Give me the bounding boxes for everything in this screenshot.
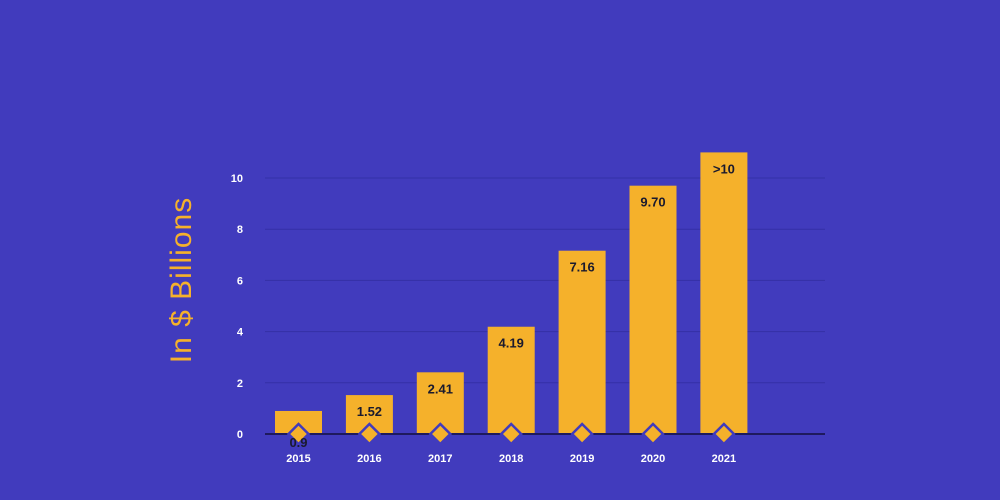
diamond-marker-2015 [286, 422, 311, 446]
diamond-marker-2019 [570, 422, 594, 446]
diamond-marker-2017 [428, 422, 453, 446]
data-label-2020: 9.70 [640, 195, 665, 210]
y-tick-label-0: 0 [237, 429, 243, 441]
data-label-2018: 4.19 [499, 336, 524, 351]
x-tick-label-2019: 2019 [570, 453, 594, 465]
x-tick-label-2017: 2017 [428, 453, 452, 465]
y-tick-label-10: 10 [231, 173, 243, 185]
diamond-marker-2020 [641, 422, 665, 446]
bar-2018 [487, 326, 535, 434]
data-label-2017: 2.41 [428, 381, 453, 396]
x-tick-label-2016: 2016 [357, 453, 381, 465]
diamond-marker-2016 [357, 422, 382, 446]
x-tick-label-2018: 2018 [499, 453, 523, 465]
data-label-2015: 0.9 [289, 435, 307, 450]
bar-2019 [558, 250, 606, 434]
x-tick-label-2020: 2020 [641, 453, 665, 465]
y-tick-label-6: 6 [237, 275, 243, 287]
diamond-marker-2018 [499, 422, 523, 446]
y-axis-title: In $ Billions [165, 197, 198, 363]
bars [275, 152, 748, 434]
bar-2021 [700, 152, 748, 434]
y-tick-label-2: 2 [237, 378, 243, 390]
axes [265, 422, 825, 446]
data-label-2019: 7.16 [569, 260, 594, 275]
y-tick-label-4: 4 [237, 327, 244, 339]
data-label-2021: >10 [713, 161, 735, 176]
bar-2020 [629, 185, 677, 434]
diamond-marker-2021 [712, 422, 736, 446]
y-tick-label-8: 8 [237, 224, 243, 236]
x-tick-label-2015: 2015 [286, 453, 310, 465]
x-tick-label-2021: 2021 [712, 453, 736, 465]
data-label-2016: 1.52 [357, 404, 382, 419]
labels: 0 2 4 6 8 10 0.9 2015 1.52 2016 2.41 2017 4.19 2018 7.… [231, 161, 736, 465]
